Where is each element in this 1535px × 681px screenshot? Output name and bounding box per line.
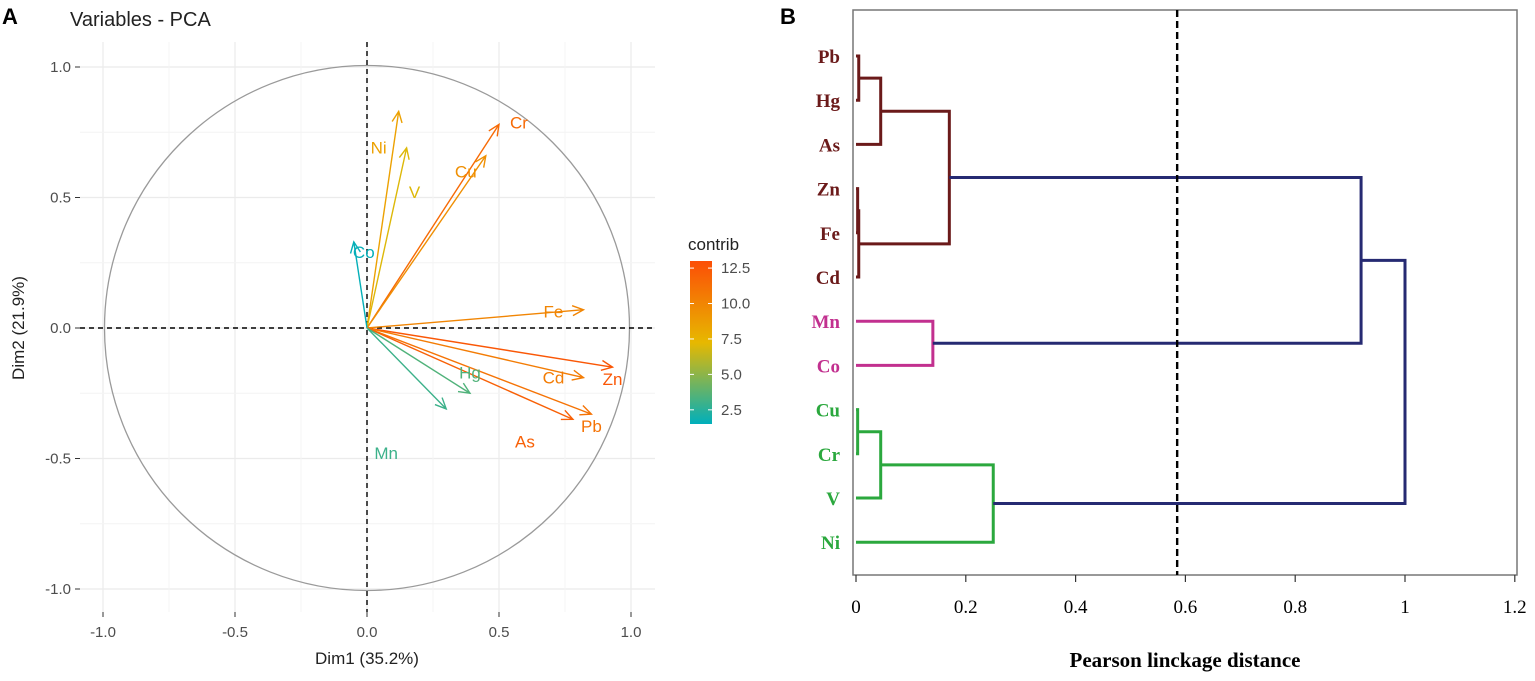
- loading-label-cr: Cr: [510, 113, 528, 132]
- leaf-label-cr: Cr: [818, 445, 841, 466]
- leaf-label-co: Co: [817, 356, 840, 377]
- legend-tick-label: 7.5: [721, 331, 742, 348]
- dendrogram-x-tick-label: 1: [1400, 597, 1410, 618]
- loading-arrow-pb: [366, 327, 593, 416]
- legend-color-bar: [690, 261, 712, 424]
- pca-y-tick-label: 0.5: [50, 190, 71, 207]
- panel-a: A Variables - PCA -1.0 -0.5 0.0 0.5 1.0 -1.0…: [2, 4, 750, 668]
- dendrogram-x-tick-label: 0.4: [1064, 597, 1088, 618]
- leaf-label-fe: Fe: [820, 224, 840, 245]
- loading-label-hg: Hg: [459, 363, 481, 382]
- pca-x-tick-label: 0.0: [357, 624, 378, 641]
- loading-label-ni: Ni: [371, 138, 387, 157]
- pca-loading-arrows: Cr Ni V Cu Co Fe Zn Cd Pb As Hg Mn: [349, 109, 623, 463]
- dendrogram-branch: [993, 258, 1407, 506]
- pca-x-tick-label: 1.0: [621, 624, 642, 641]
- leaf-label-zn: Zn: [817, 180, 841, 201]
- pca-x-axis-label: Dim1 (35.2%): [315, 649, 419, 668]
- loading-label-co: Co: [353, 243, 375, 262]
- pca-y-axis-label: Dim2 (21.9%): [9, 276, 28, 380]
- panel-b: B Pb Hg As Zn Fe Cd Mn Co Cu Cr V Ni 0 0.2 0.4 0.6 0.8 1…: [780, 4, 1527, 672]
- loading-arrow-hg: [366, 327, 472, 395]
- loading-arrow-cd: [366, 327, 586, 381]
- pca-y-tick-label: -0.5: [45, 451, 71, 468]
- pca-y-axis: -1.0 -0.5 0.0 0.5 1.0: [45, 59, 80, 598]
- loading-label-v: V: [409, 183, 421, 202]
- leaf-label-pb: Pb: [818, 47, 840, 68]
- dendrogram-branch: [856, 408, 860, 456]
- legend-tick-label: 12.5: [721, 260, 750, 277]
- loading-arrow-co: [349, 240, 368, 329]
- leaf-label-ni: Ni: [821, 533, 840, 554]
- legend-title: contrib: [688, 235, 739, 254]
- dendrogram-leaf-labels: Pb Hg As Zn Fe Cd Mn Co Cu Cr V Ni: [812, 47, 841, 554]
- panel-a-label: A: [2, 4, 18, 29]
- loading-arrow-fe: [366, 305, 586, 329]
- loading-label-zn: Zn: [603, 370, 623, 389]
- legend-tick-label: 5.0: [721, 366, 742, 383]
- pca-title: Variables - PCA: [70, 9, 211, 31]
- legend-tick-label: 2.5: [721, 402, 742, 419]
- dendrogram-x-tick-label: 0: [851, 597, 861, 618]
- loading-arrow-mn: [366, 327, 448, 411]
- leaf-label-as: As: [819, 135, 840, 156]
- pca-y-tick-label: 1.0: [50, 59, 71, 76]
- leaf-label-hg: Hg: [816, 91, 841, 112]
- dendrogram-x-tick-label: 0.8: [1283, 597, 1307, 618]
- leaf-label-mn: Mn: [812, 312, 841, 333]
- pca-y-tick-label: 0.0: [50, 320, 71, 337]
- legend-ticks: 2.5 5.0 7.5 10.0 12.5: [690, 260, 750, 419]
- loading-arrow-v: [366, 146, 410, 329]
- loading-arrow-as: [366, 327, 575, 421]
- loading-label-mn: Mn: [374, 444, 398, 463]
- leaf-label-cu: Cu: [816, 401, 841, 422]
- pca-x-tick-label: -0.5: [222, 624, 248, 641]
- loading-arrow-zn: [366, 327, 615, 372]
- loading-label-cu: Cu: [455, 163, 477, 182]
- loading-label-fe: Fe: [544, 303, 564, 322]
- dendrogram-branches: [856, 54, 1407, 544]
- loading-label-as: As: [515, 432, 535, 451]
- leaf-label-cd: Cd: [816, 268, 841, 289]
- dendrogram-x-tick-label: 1.2: [1503, 597, 1527, 618]
- pca-x-axis: -1.0 -0.5 0.0 0.5 1.0: [90, 612, 641, 641]
- pca-x-tick-label: -1.0: [90, 624, 116, 641]
- dendrogram-x-tick-label: 0.2: [954, 597, 978, 618]
- legend-tick-label: 10.0: [721, 296, 750, 313]
- loading-label-pb: Pb: [581, 417, 602, 436]
- leaf-label-v: V: [826, 489, 840, 510]
- pca-x-tick-label: 0.5: [489, 624, 510, 641]
- panel-b-label: B: [780, 4, 796, 29]
- loading-arrow-ni: [366, 109, 403, 329]
- loading-arrow-cu: [366, 154, 487, 329]
- loading-label-cd: Cd: [543, 369, 565, 388]
- dendrogram-x-tick-label: 0.6: [1174, 597, 1198, 618]
- pca-y-tick-label: -1.0: [45, 581, 71, 598]
- dendrogram-x-axis: 0 0.2 0.4 0.6 0.8 1 1.2: [851, 575, 1527, 618]
- dendrogram-x-axis-label: Pearson linckage distance: [1070, 648, 1301, 672]
